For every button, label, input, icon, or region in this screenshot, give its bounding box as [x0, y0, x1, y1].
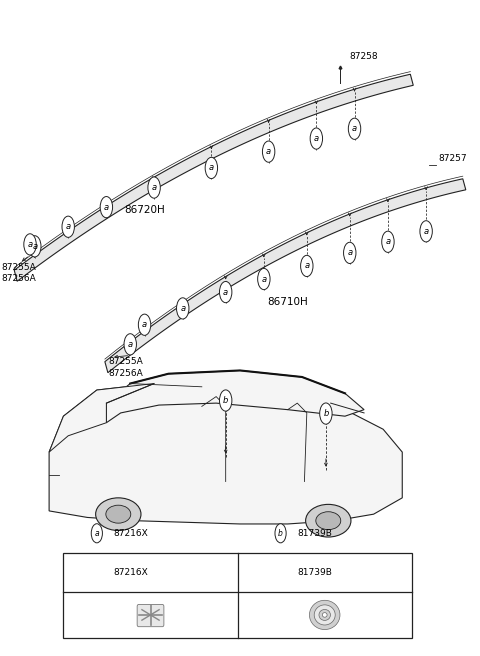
Text: a: a — [180, 304, 185, 313]
Ellipse shape — [106, 505, 131, 523]
Text: a: a — [27, 240, 33, 249]
Text: a: a — [128, 340, 133, 349]
Text: a: a — [209, 163, 214, 173]
Ellipse shape — [24, 234, 36, 255]
Ellipse shape — [138, 314, 151, 335]
Ellipse shape — [382, 231, 394, 253]
Text: a: a — [104, 203, 109, 212]
FancyBboxPatch shape — [137, 604, 164, 626]
Ellipse shape — [100, 197, 113, 218]
Text: a: a — [385, 237, 391, 246]
Text: b: b — [278, 529, 283, 538]
Text: a: a — [261, 274, 266, 283]
Ellipse shape — [263, 141, 275, 162]
Text: a: a — [266, 147, 271, 156]
Text: a: a — [304, 262, 310, 270]
Text: a: a — [66, 222, 71, 232]
Ellipse shape — [310, 128, 323, 149]
Ellipse shape — [275, 523, 286, 543]
Ellipse shape — [91, 523, 102, 543]
Text: b: b — [278, 568, 283, 577]
Ellipse shape — [300, 255, 313, 277]
Text: a: a — [95, 529, 99, 538]
Text: 87255A
87256A: 87255A 87256A — [109, 358, 144, 379]
Text: a: a — [32, 242, 37, 251]
Ellipse shape — [320, 403, 332, 424]
Ellipse shape — [205, 157, 217, 178]
Ellipse shape — [148, 177, 160, 198]
Text: 86710H: 86710H — [267, 297, 308, 307]
Ellipse shape — [348, 118, 361, 139]
Text: a: a — [142, 320, 147, 329]
Polygon shape — [14, 74, 413, 281]
Polygon shape — [49, 384, 154, 452]
Polygon shape — [105, 179, 466, 373]
Ellipse shape — [275, 563, 286, 582]
Text: b: b — [223, 396, 228, 405]
Ellipse shape — [306, 504, 351, 537]
Text: 81739B: 81739B — [297, 529, 332, 538]
Polygon shape — [107, 371, 364, 422]
Text: 87216X: 87216X — [114, 568, 148, 577]
Ellipse shape — [258, 268, 270, 289]
Ellipse shape — [420, 220, 432, 242]
Bar — [63, 554, 412, 638]
Ellipse shape — [29, 236, 41, 257]
Ellipse shape — [91, 563, 102, 582]
Ellipse shape — [219, 390, 232, 411]
Text: 87258: 87258 — [350, 52, 378, 62]
Text: 87216X: 87216X — [114, 529, 148, 538]
Ellipse shape — [319, 609, 330, 621]
Text: a: a — [423, 227, 429, 236]
Text: a: a — [352, 124, 357, 133]
Ellipse shape — [310, 600, 340, 630]
Text: 86720H: 86720H — [124, 205, 165, 215]
Ellipse shape — [62, 216, 74, 237]
Text: a: a — [95, 568, 99, 577]
Ellipse shape — [96, 498, 141, 531]
Ellipse shape — [323, 613, 327, 617]
Ellipse shape — [124, 334, 136, 355]
Text: b: b — [323, 409, 329, 418]
Text: a: a — [314, 134, 319, 143]
Text: 87255A
87256A: 87255A 87256A — [1, 262, 36, 283]
Text: a: a — [347, 249, 352, 257]
Polygon shape — [49, 384, 402, 524]
Ellipse shape — [314, 605, 335, 625]
Ellipse shape — [177, 298, 189, 319]
Text: 87257: 87257 — [438, 154, 467, 163]
Ellipse shape — [316, 512, 341, 529]
Text: a: a — [223, 287, 228, 297]
Text: a: a — [152, 183, 156, 192]
Ellipse shape — [219, 281, 232, 302]
Ellipse shape — [344, 242, 356, 264]
Text: 81739B: 81739B — [297, 568, 332, 577]
